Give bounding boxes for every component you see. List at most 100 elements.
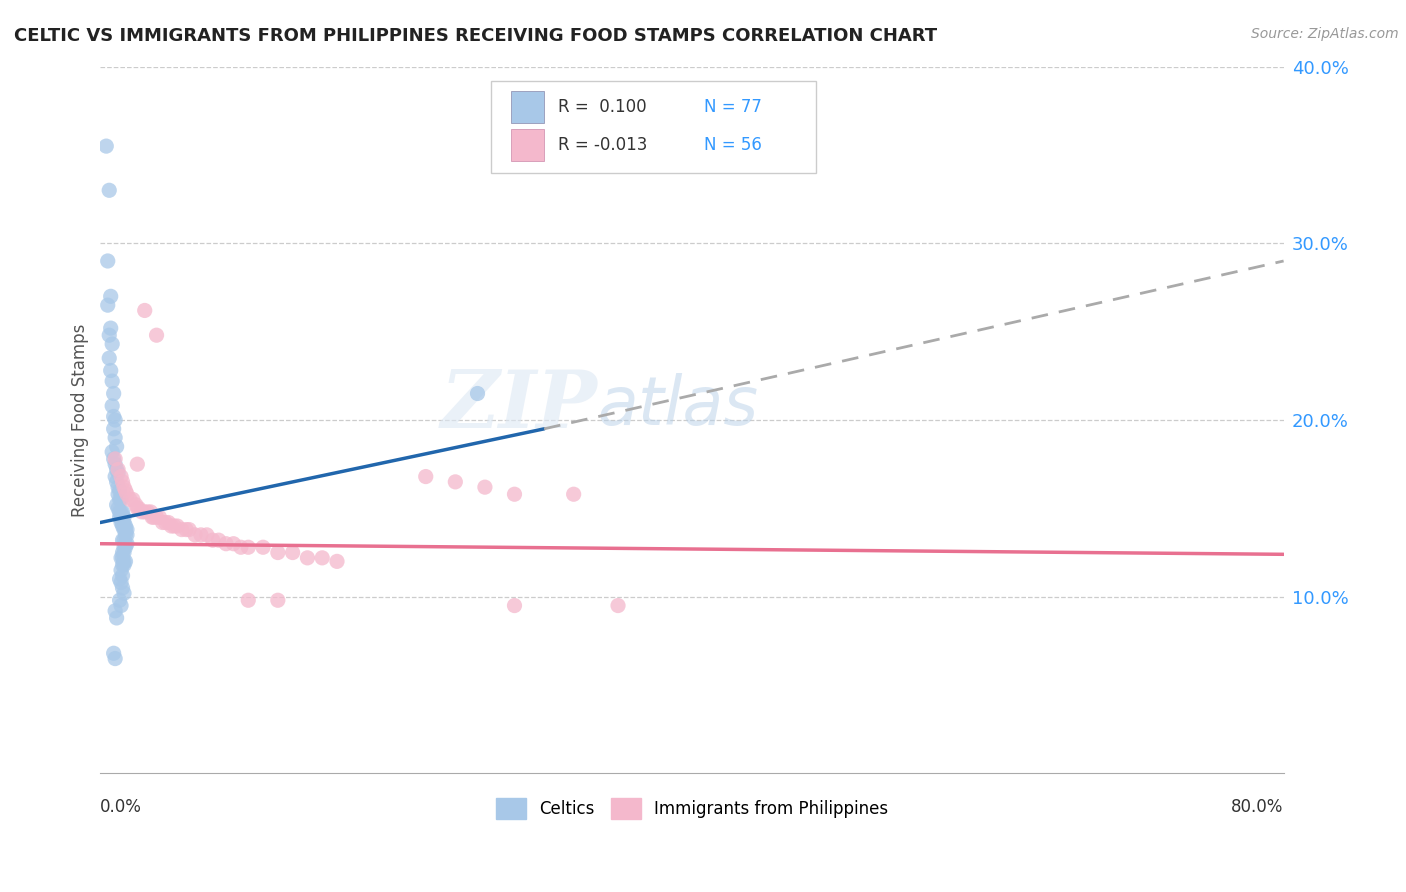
Point: [145, 510, 167, 524]
Point: [112, 545, 135, 559]
Point: [190, 528, 212, 542]
Point: [101, 399, 124, 413]
Point: [107, 466, 129, 480]
Point: [107, 462, 129, 476]
Point: [111, 568, 134, 582]
Point: [157, 516, 180, 530]
Point: [104, 651, 127, 665]
Point: [111, 558, 134, 572]
Point: [110, 505, 132, 519]
Point: [101, 445, 124, 459]
Point: [108, 593, 131, 607]
Point: [184, 528, 207, 542]
Point: [98, 328, 121, 343]
Point: [111, 475, 134, 489]
Point: [108, 572, 131, 586]
Point: [474, 480, 496, 494]
Point: [163, 519, 186, 533]
Point: [114, 528, 136, 542]
Point: [103, 409, 125, 424]
Point: [134, 303, 156, 318]
Point: [105, 462, 128, 476]
Point: [104, 457, 127, 471]
Text: N = 56: N = 56: [704, 136, 762, 154]
Point: [105, 440, 128, 454]
Point: [174, 523, 197, 537]
Point: [103, 646, 125, 660]
Point: [503, 599, 526, 613]
Point: [108, 510, 131, 524]
Point: [100, 289, 122, 303]
Point: [96, 139, 118, 153]
Point: [112, 519, 135, 533]
Point: [111, 581, 134, 595]
Text: atlas: atlas: [598, 373, 758, 439]
Point: [142, 510, 165, 524]
FancyBboxPatch shape: [510, 128, 544, 161]
Point: [112, 523, 135, 537]
Point: [111, 505, 134, 519]
Text: Source: ZipAtlas.com: Source: ZipAtlas.com: [1251, 27, 1399, 41]
Point: [103, 422, 125, 436]
Point: [131, 505, 153, 519]
Point: [114, 483, 136, 498]
Point: [467, 386, 489, 401]
Point: [104, 413, 127, 427]
Point: [607, 599, 630, 613]
Point: [297, 550, 319, 565]
Point: [103, 451, 125, 466]
Point: [201, 533, 224, 548]
Point: [104, 451, 127, 466]
Point: [98, 183, 121, 197]
Text: ZIP: ZIP: [440, 368, 598, 444]
Point: [100, 321, 122, 335]
Point: [139, 505, 162, 519]
Point: [110, 599, 132, 613]
Point: [112, 554, 135, 568]
Point: [160, 519, 183, 533]
Point: [141, 510, 163, 524]
Text: 0.0%: 0.0%: [100, 798, 142, 816]
Point: [145, 328, 167, 343]
Point: [229, 541, 252, 555]
Point: [107, 480, 129, 494]
Point: [110, 516, 132, 530]
Point: [100, 363, 122, 377]
Point: [111, 519, 134, 533]
Text: CELTIC VS IMMIGRANTS FROM PHILIPPINES RECEIVING FOOD STAMPS CORRELATION CHART: CELTIC VS IMMIGRANTS FROM PHILIPPINES RE…: [14, 27, 938, 45]
Point: [127, 501, 149, 516]
Point: [105, 475, 128, 489]
Point: [97, 254, 120, 268]
Point: [170, 523, 193, 537]
Point: [177, 523, 200, 537]
Point: [208, 533, 231, 548]
Point: [110, 510, 132, 524]
Legend: Celtics, Immigrants from Philippines: Celtics, Immigrants from Philippines: [489, 791, 896, 825]
Point: [112, 558, 135, 572]
Point: [98, 351, 121, 366]
Point: [104, 431, 127, 445]
Point: [107, 487, 129, 501]
Point: [252, 541, 274, 555]
Point: [112, 533, 135, 548]
Point: [110, 563, 132, 577]
Point: [112, 480, 135, 494]
Point: [125, 498, 148, 512]
Point: [267, 545, 290, 559]
Point: [108, 505, 131, 519]
Point: [112, 586, 135, 600]
Point: [562, 487, 585, 501]
Point: [114, 541, 136, 555]
Point: [97, 298, 120, 312]
Point: [104, 469, 127, 483]
Point: [195, 528, 218, 542]
Point: [114, 519, 136, 533]
Point: [111, 550, 134, 565]
Point: [104, 604, 127, 618]
Point: [281, 545, 304, 559]
Point: [111, 510, 134, 524]
FancyBboxPatch shape: [491, 81, 817, 173]
Point: [122, 492, 145, 507]
Text: N = 77: N = 77: [704, 98, 762, 116]
Point: [136, 505, 159, 519]
